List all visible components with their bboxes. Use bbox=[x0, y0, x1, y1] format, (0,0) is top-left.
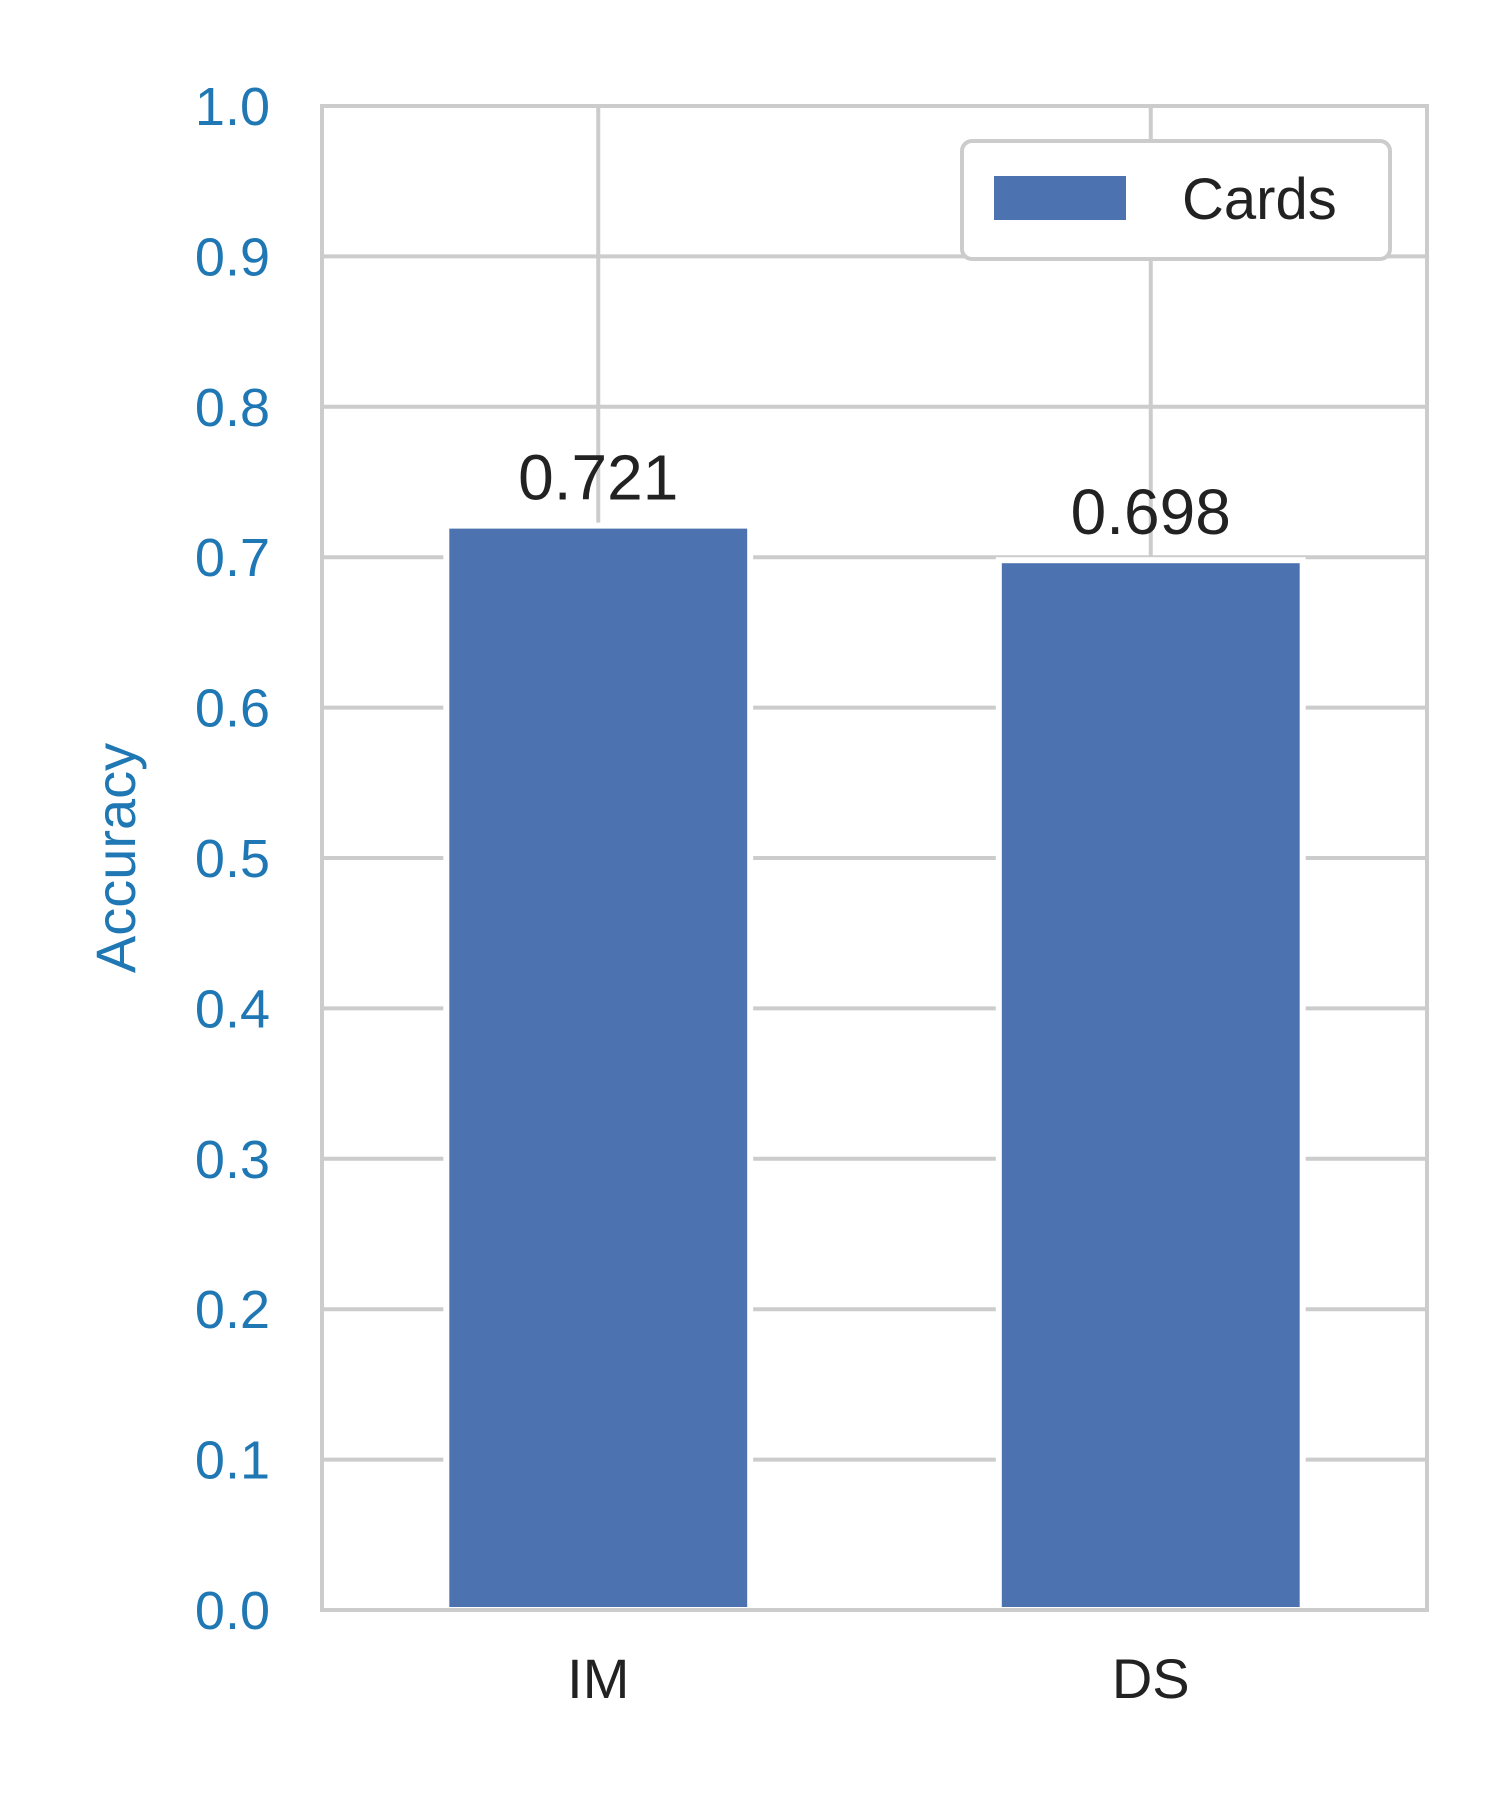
y-tick-label: 0.2 bbox=[195, 1280, 270, 1340]
data-label: 0.721 bbox=[518, 442, 678, 514]
y-axis-ticks: 0.0 0.1 0.2 0.3 0.4 0.5 0.6 0.7 0.8 0.9 1.0 bbox=[195, 77, 270, 1641]
bar-im bbox=[443, 522, 754, 1614]
x-tick-label: DS bbox=[1112, 1647, 1190, 1710]
legend-swatch-cards bbox=[994, 176, 1126, 220]
y-tick-label: 0.5 bbox=[195, 829, 270, 889]
legend-box bbox=[960, 139, 1392, 261]
x-axis-ticks: IM DS bbox=[567, 1647, 1190, 1710]
data-labels: 0.721 0.698 bbox=[518, 442, 1231, 549]
y-tick-label: 0.8 bbox=[195, 378, 270, 438]
y-tick-label: 0.1 bbox=[195, 1431, 270, 1491]
axes-frame bbox=[320, 104, 1429, 1612]
y-axis-label: Accuracy bbox=[84, 743, 147, 973]
data-label: 0.698 bbox=[1071, 476, 1231, 548]
legend-label-cards: Cards bbox=[1182, 167, 1337, 232]
bar-ds bbox=[995, 557, 1306, 1613]
y-tick-label: 1.0 bbox=[195, 77, 270, 137]
y-tick-label: 0.6 bbox=[195, 679, 270, 739]
y-tick-label: 0.3 bbox=[195, 1130, 270, 1190]
y-tick-label: 0.7 bbox=[195, 528, 270, 588]
y-tick-label: 0.0 bbox=[195, 1581, 270, 1641]
y-tick-label: 0.4 bbox=[195, 979, 270, 1039]
legend: Cards bbox=[960, 139, 1392, 261]
y-tick-label: 0.9 bbox=[195, 227, 270, 287]
x-tick-label: IM bbox=[567, 1647, 629, 1710]
bars bbox=[443, 522, 1306, 1614]
